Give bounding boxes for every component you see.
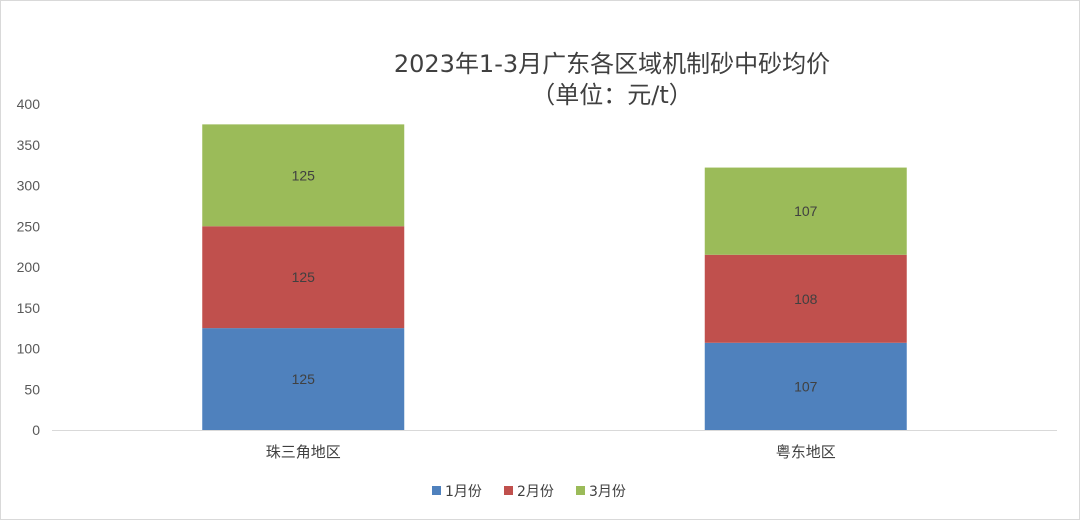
legend-label: 1月份 [445,484,482,500]
legend-item: 1月份 [432,484,482,500]
y-axis: 0 50 100 150 200 250 300 350 400 [17,96,41,438]
bar-stack: 107 108 107 [704,167,907,430]
legend-swatch [576,486,585,495]
chart-subtitle: （单位：元/t） [531,81,693,109]
bar-segment [202,226,405,329]
y-tick-label: 400 [17,96,41,112]
legend: 1月份 2月份 3月份 [432,484,626,500]
chart-title: 2023年1-3月广东各区域机制砂中砂均价 [394,50,830,78]
data-label: 108 [794,291,818,307]
legend-label: 3月份 [589,484,626,500]
bars: 125 125 125 107 108 107 [202,124,907,430]
y-tick-label: 50 [24,381,40,397]
bar-segment [202,328,405,430]
legend-swatch [504,486,513,495]
data-label: 125 [292,371,316,387]
bar-segment [202,124,405,227]
data-label: 107 [794,378,818,394]
x-axis: 珠三角地区 粤东地区 [52,430,1057,461]
bar-segment [704,167,907,255]
data-label: 107 [794,203,818,219]
y-tick-label: 150 [17,300,41,316]
legend-item: 3月份 [576,484,626,500]
x-category-label: 粤东地区 [776,443,836,461]
y-tick-label: 350 [17,137,41,153]
bar-segment [704,342,907,430]
y-tick-label: 100 [17,341,41,357]
y-tick-label: 0 [32,422,40,438]
data-label: 125 [292,269,316,285]
y-tick-label: 250 [17,218,41,234]
legend-label: 2月份 [517,484,554,500]
legend-item: 2月份 [504,484,554,500]
y-tick-label: 300 [17,178,41,194]
y-tick-label: 200 [17,259,41,275]
legend-swatch [432,486,441,495]
x-category-label: 珠三角地区 [266,443,341,461]
data-label: 125 [292,167,316,183]
bar-stack: 125 125 125 [202,124,405,430]
bar-segment [704,254,907,343]
